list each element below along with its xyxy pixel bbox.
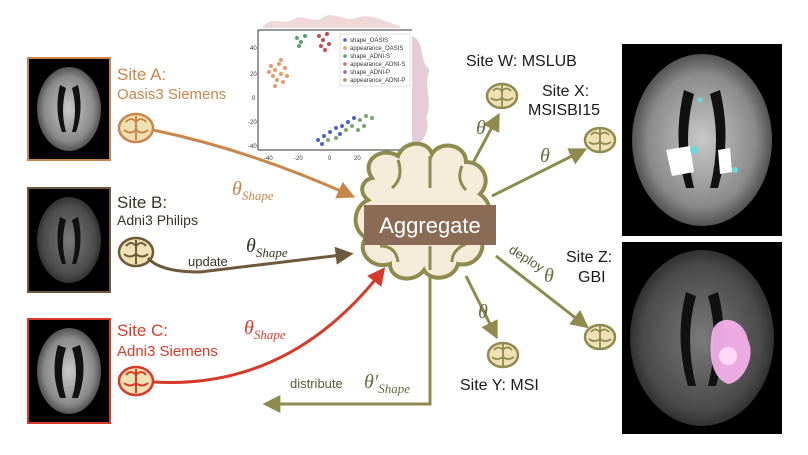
update-label: update — [188, 254, 228, 269]
aggregate-brain: Aggregate — [353, 141, 496, 281]
site-z-label-1: Site Z: — [566, 249, 612, 266]
legend-entry: shape_ADNI-S — [350, 54, 390, 60]
arrow-distribute — [262, 272, 432, 413]
mri-thumb-site-c — [27, 318, 111, 424]
scatter-legend: shape_OASIS appearance_OASIS shape_ADNI-… — [339, 33, 411, 87]
theta-site-x: θ — [540, 145, 550, 167]
site-c-scanner: Adni3 Siemens — [117, 343, 218, 360]
arrow-to-site-x — [491, 148, 588, 198]
legend-entry: shape_ADNI-P — [350, 70, 390, 76]
brain-icon-site-b — [117, 236, 155, 268]
arrow-site-b-to-aggregate — [146, 246, 354, 274]
aggregate-label-box — [364, 205, 496, 245]
top-density — [262, 15, 400, 28]
arrow-to-site-y — [464, 275, 498, 340]
site-x-label-1: Site X: — [542, 83, 589, 100]
scatter-ytick: 0 — [252, 96, 256, 102]
site-c-name: Site C: — [117, 321, 168, 340]
site-b-scanner: Adni3 Philips — [117, 212, 198, 228]
brain-icon-site-c — [117, 365, 155, 397]
lesion-overlay — [718, 148, 732, 174]
embedding-scatter-plot: 40 20 0 -20 -40 -40 -20 0 20 40 shape_OA… — [240, 4, 440, 164]
theta-site-y: θ — [478, 301, 488, 323]
cluster-shape-adni — [326, 114, 374, 142]
arrow-site-c-to-aggregate — [153, 267, 386, 384]
site-x-label-2: MSISBI15 — [528, 102, 600, 119]
legend-entry: appearance_ADNI-S — [350, 62, 405, 68]
arrow-to-site-z — [495, 254, 589, 329]
theta-site-z: θ — [544, 265, 554, 287]
scatter-ytick: 40 — [250, 46, 257, 52]
brain-icon-site-z — [583, 323, 617, 351]
brain-icon-site-a — [117, 112, 155, 144]
scatter-xtick: 0 — [328, 156, 332, 162]
scatter-ytick: -40 — [248, 144, 257, 150]
site-w-label: Site W: MSLUB — [466, 53, 577, 70]
site-b-name: Site B: — [117, 193, 167, 212]
brain-icon-site-w — [485, 82, 519, 110]
scatter-xtick: -20 — [294, 156, 303, 162]
site-z-label-2: GBI — [578, 269, 606, 286]
aggregate-label: Aggregate — [379, 213, 481, 238]
mri-thumb-site-b — [27, 187, 111, 293]
cluster-shape-adni-s — [295, 34, 307, 48]
brain-icon-site-x — [583, 126, 617, 154]
cluster-appearance-adni-s — [317, 32, 331, 52]
mri-thumb-site-a — [27, 57, 111, 161]
theta-label-site-c: θShape — [244, 317, 286, 342]
arrow-site-a-to-aggregate — [152, 128, 356, 199]
theta-label-site-b: θShape — [246, 235, 288, 260]
mri-image-site-z — [622, 242, 782, 434]
theta-label-site-a: θShape — [232, 178, 274, 203]
legend-entry: appearance_OASIS — [350, 46, 403, 52]
legend-entry: appearance_ADNI-P — [350, 78, 405, 84]
brain-icon-site-y — [486, 341, 520, 369]
scatter-xtick: 20 — [354, 156, 361, 162]
cluster-appearance-oasis — [267, 58, 289, 88]
scatter-ytick: 20 — [250, 72, 257, 78]
site-a-scanner: Oasis3 Siemens — [117, 86, 226, 103]
cluster-shape-oasis — [316, 116, 356, 146]
mri-image-site-x — [622, 44, 782, 236]
right-density — [412, 36, 430, 150]
distribute-label: distribute — [290, 376, 343, 391]
legend-entry: shape_OASIS — [350, 38, 388, 44]
theta-site-w: θ — [476, 117, 486, 139]
theta-prime-label: θ′Shape — [364, 371, 410, 396]
site-a-name: Site A: — [117, 65, 166, 84]
lesion-overlay — [666, 146, 694, 176]
scatter-ytick: -20 — [248, 120, 257, 126]
scatter-xtick: -40 — [264, 156, 273, 162]
site-y-label: Site Y: MSI — [460, 377, 539, 394]
